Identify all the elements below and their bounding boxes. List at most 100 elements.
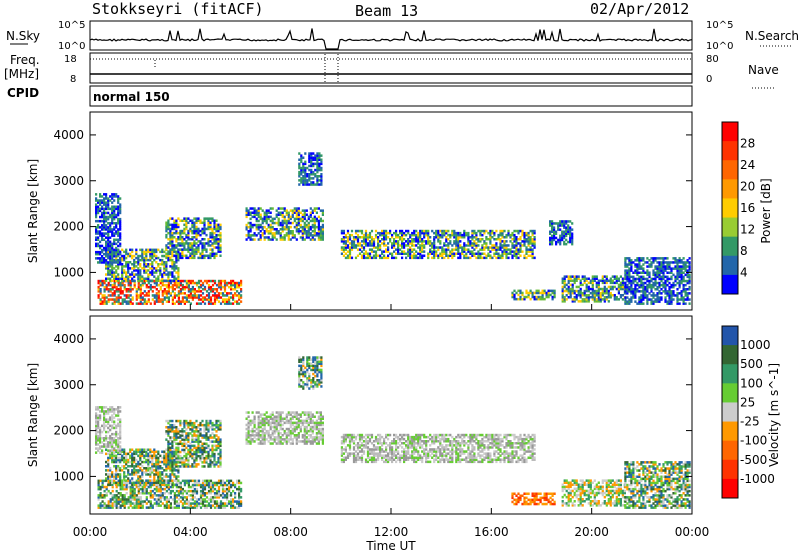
data-cell — [281, 223, 284, 227]
data-cell — [591, 291, 594, 295]
data-cell — [183, 246, 186, 249]
data-cell — [139, 258, 142, 262]
data-cell — [217, 227, 220, 231]
data-cell — [203, 487, 207, 491]
data-cell — [215, 489, 219, 493]
data-cell — [638, 257, 641, 260]
data-cell — [123, 496, 126, 499]
data-cell — [211, 236, 214, 239]
data-cell — [662, 269, 665, 272]
data-cell — [121, 279, 124, 282]
data-cell — [354, 244, 358, 247]
data-cell — [310, 162, 313, 166]
data-cell — [287, 228, 290, 231]
data-cell — [301, 209, 304, 212]
data-cell — [167, 292, 170, 295]
data-cell — [119, 238, 122, 241]
data-cell — [591, 279, 594, 282]
data-cell — [159, 298, 162, 301]
data-cell — [387, 236, 390, 239]
data-cell — [105, 485, 108, 489]
data-cell — [137, 502, 140, 505]
data-cell — [306, 179, 309, 182]
data-cell — [342, 250, 345, 253]
data-cell — [185, 248, 188, 251]
data-cell — [177, 225, 180, 229]
data-cell — [658, 296, 661, 299]
data-cell — [141, 500, 144, 503]
data-cell — [350, 240, 354, 243]
data-cell — [437, 238, 440, 241]
data-cell — [215, 238, 218, 241]
data-cell — [563, 240, 566, 244]
data-cell — [304, 160, 307, 164]
data-cell — [573, 275, 576, 278]
data-cell — [129, 298, 132, 301]
data-cell — [167, 487, 170, 491]
data-cell — [101, 228, 104, 231]
data-cell — [123, 485, 126, 489]
data-cell — [409, 233, 412, 237]
data-cell — [121, 269, 124, 272]
data-cell — [115, 477, 118, 480]
data-cell — [525, 233, 528, 237]
data-cell — [131, 279, 134, 282]
data-cell — [626, 285, 629, 289]
data-cell — [141, 296, 144, 299]
data-cell — [585, 283, 588, 287]
data-cell — [135, 294, 138, 297]
data-cell — [320, 181, 323, 184]
data-cell — [113, 454, 116, 458]
data-cell — [249, 234, 252, 237]
data-cell — [133, 487, 136, 491]
data-cell — [127, 269, 130, 272]
data-cell — [151, 256, 154, 260]
data-cell — [342, 254, 345, 257]
data-cell — [527, 254, 530, 257]
data-cell — [119, 290, 122, 293]
data-cell — [624, 281, 627, 285]
data-cell — [319, 230, 322, 233]
data-cell — [121, 277, 124, 280]
data-cell — [310, 160, 313, 164]
data-cell — [219, 248, 222, 251]
data-cell — [321, 213, 324, 216]
data-cell — [113, 211, 116, 215]
data-cell — [99, 199, 102, 202]
data-cell — [664, 285, 667, 289]
data-cell — [179, 254, 182, 257]
data-cell — [567, 277, 570, 280]
data-cell — [684, 263, 687, 266]
data-cell — [344, 233, 347, 237]
data-cell — [447, 256, 450, 260]
data-cell — [354, 238, 358, 241]
data-cell — [167, 275, 170, 278]
data-cell — [219, 244, 222, 247]
data-cell — [215, 296, 219, 299]
data-cell — [672, 285, 675, 289]
data-cell — [117, 222, 120, 225]
data-cell — [660, 267, 663, 270]
data-cell — [123, 265, 126, 268]
data-cell — [403, 231, 406, 235]
data-cell — [115, 277, 118, 280]
data-cell — [125, 454, 128, 458]
data-cell — [117, 259, 120, 262]
data-cell — [113, 267, 116, 270]
data-cell — [211, 283, 215, 287]
data-cell — [197, 298, 201, 301]
data-cell — [149, 252, 152, 256]
data-cell — [107, 248, 110, 252]
data-cell — [670, 290, 673, 293]
data-cell — [167, 300, 170, 303]
data-cell — [682, 257, 685, 260]
data-cell — [465, 231, 468, 235]
data-cell — [271, 221, 274, 225]
data-cell — [318, 166, 321, 170]
data-cell — [103, 193, 106, 196]
data-cell — [650, 298, 653, 301]
data-cell — [99, 279, 102, 283]
data-cell — [314, 175, 317, 178]
data-cell — [299, 230, 302, 233]
data-cell — [155, 454, 158, 458]
